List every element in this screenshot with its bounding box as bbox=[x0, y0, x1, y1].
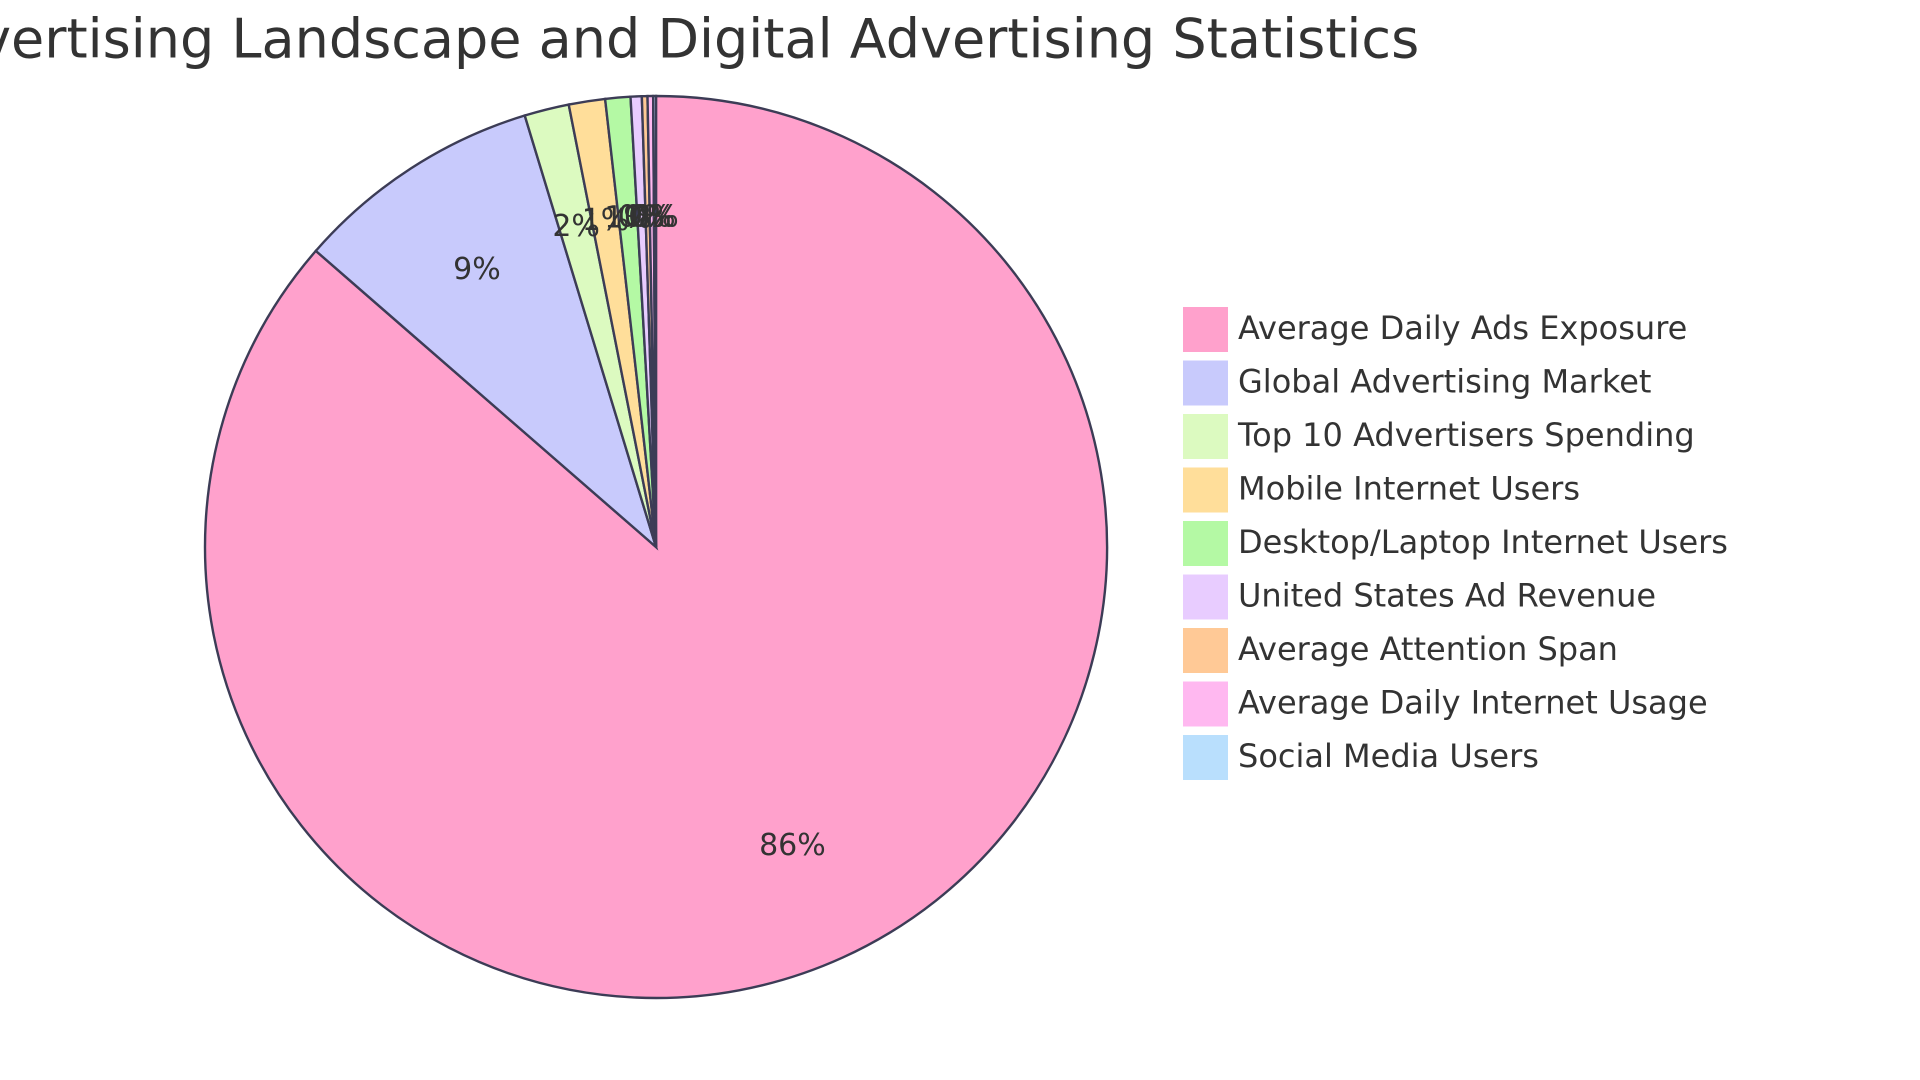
legend-label: Average Daily Internet Usage bbox=[1238, 684, 1708, 722]
chart-title: Advertising Landscape and Digital Advert… bbox=[0, 8, 1419, 71]
legend-swatch bbox=[1183, 414, 1228, 459]
pie-slice bbox=[314, 114, 659, 551]
slice-label: 0% bbox=[618, 200, 666, 235]
legend-swatch bbox=[1183, 681, 1228, 727]
slice-label: 1% bbox=[582, 203, 630, 238]
legend-label: Top 10 Advertisers Spending bbox=[1237, 416, 1695, 454]
legend-label: Global Advertising Market bbox=[1238, 363, 1651, 401]
slice-label: 0% bbox=[631, 199, 679, 234]
legend-swatch bbox=[1183, 628, 1228, 673]
pie-slice bbox=[651, 94, 658, 548]
slice-label: 9% bbox=[453, 252, 501, 287]
legend-label: Social Media Users bbox=[1238, 737, 1539, 775]
legend-label: Average Attention Span bbox=[1238, 630, 1618, 668]
legend-swatch bbox=[1183, 735, 1228, 780]
slice-label: 1% bbox=[604, 200, 652, 235]
legend-label: Mobile Internet Users bbox=[1238, 470, 1580, 508]
legend-swatch bbox=[1183, 574, 1228, 620]
pie bbox=[203, 94, 1109, 1000]
slice-label: 2% bbox=[552, 209, 600, 244]
legend-label: United States Ad Revenue bbox=[1238, 577, 1656, 615]
slice-label: 0% bbox=[624, 199, 672, 234]
slice-labels: 86%9%2%1%1%0%0%0%0% bbox=[453, 199, 826, 863]
legend-label: Average Daily Ads Exposure bbox=[1238, 309, 1687, 347]
slice-label: 0% bbox=[628, 199, 676, 234]
legend-swatch bbox=[1183, 467, 1228, 513]
legend-swatch bbox=[1183, 521, 1228, 566]
legend: Average Daily Ads Exposure Global Adverti… bbox=[1183, 307, 1728, 780]
slice-label: 86% bbox=[759, 828, 826, 863]
legend-swatch bbox=[1183, 307, 1228, 352]
legend-swatch bbox=[1183, 360, 1228, 406]
legend-label: Desktop/Laptop Internet Users bbox=[1238, 523, 1728, 561]
